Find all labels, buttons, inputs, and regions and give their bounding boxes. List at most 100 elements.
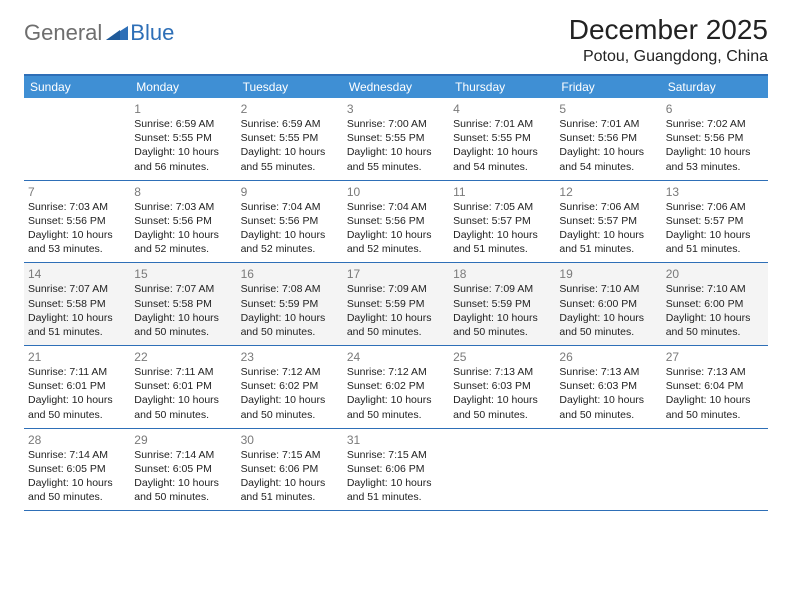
sunrise-line: Sunrise: 7:10 AM — [559, 282, 657, 296]
daylight-line: Daylight: 10 hours and 55 minutes. — [347, 145, 445, 173]
daylight-line: Daylight: 10 hours and 51 minutes. — [241, 476, 339, 504]
sunset-line: Sunset: 5:57 PM — [559, 214, 657, 228]
day-info: Sunrise: 7:13 AMSunset: 6:04 PMDaylight:… — [666, 364, 764, 422]
calendar-week-row: 21Sunrise: 7:11 AMSunset: 6:01 PMDayligh… — [24, 346, 768, 429]
sunrise-line: Sunrise: 7:10 AM — [666, 282, 764, 296]
sunset-line: Sunset: 6:01 PM — [28, 379, 126, 393]
day-number: 30 — [241, 431, 339, 447]
day-info: Sunrise: 7:13 AMSunset: 6:03 PMDaylight:… — [559, 364, 657, 422]
calendar-day-cell: 22Sunrise: 7:11 AMSunset: 6:01 PMDayligh… — [130, 346, 236, 428]
day-number: 17 — [347, 265, 445, 281]
sunset-line: Sunset: 6:03 PM — [559, 379, 657, 393]
calendar-day-cell: 9Sunrise: 7:04 AMSunset: 5:56 PMDaylight… — [237, 181, 343, 263]
day-of-week-row: SundayMondayTuesdayWednesdayThursdayFrid… — [24, 76, 768, 98]
day-number: 6 — [666, 100, 764, 116]
sunrise-line: Sunrise: 7:01 AM — [559, 117, 657, 131]
daylight-line: Daylight: 10 hours and 52 minutes. — [347, 228, 445, 256]
sunrise-line: Sunrise: 7:06 AM — [559, 200, 657, 214]
daylight-line: Daylight: 10 hours and 50 minutes. — [559, 393, 657, 421]
daylight-line: Daylight: 10 hours and 50 minutes. — [666, 393, 764, 421]
sunset-line: Sunset: 6:00 PM — [559, 297, 657, 311]
calendar-day-cell: 28Sunrise: 7:14 AMSunset: 6:05 PMDayligh… — [24, 429, 130, 511]
daylight-line: Daylight: 10 hours and 53 minutes. — [666, 145, 764, 173]
day-info: Sunrise: 7:11 AMSunset: 6:01 PMDaylight:… — [134, 364, 232, 422]
calendar-day-cell: 30Sunrise: 7:15 AMSunset: 6:06 PMDayligh… — [237, 429, 343, 511]
day-number: 13 — [666, 183, 764, 199]
calendar-day-cell: 1Sunrise: 6:59 AMSunset: 5:55 PMDaylight… — [130, 98, 236, 180]
day-info: Sunrise: 7:07 AMSunset: 5:58 PMDaylight:… — [134, 281, 232, 339]
calendar-day-cell: 23Sunrise: 7:12 AMSunset: 6:02 PMDayligh… — [237, 346, 343, 428]
sunrise-line: Sunrise: 7:06 AM — [666, 200, 764, 214]
title-block: December 2025 Potou, Guangdong, China — [569, 14, 768, 66]
day-info: Sunrise: 7:14 AMSunset: 6:05 PMDaylight:… — [28, 447, 126, 505]
sunset-line: Sunset: 5:55 PM — [453, 131, 551, 145]
calendar-day-cell: 7Sunrise: 7:03 AMSunset: 5:56 PMDaylight… — [24, 181, 130, 263]
day-info: Sunrise: 7:01 AMSunset: 5:55 PMDaylight:… — [453, 116, 551, 174]
daylight-line: Daylight: 10 hours and 50 minutes. — [453, 311, 551, 339]
sunset-line: Sunset: 5:57 PM — [666, 214, 764, 228]
sunrise-line: Sunrise: 7:15 AM — [241, 448, 339, 462]
day-number: 8 — [134, 183, 232, 199]
daylight-line: Daylight: 10 hours and 52 minutes. — [134, 228, 232, 256]
sunset-line: Sunset: 5:55 PM — [134, 131, 232, 145]
daylight-line: Daylight: 10 hours and 50 minutes. — [134, 311, 232, 339]
calendar-week-row: 7Sunrise: 7:03 AMSunset: 5:56 PMDaylight… — [24, 181, 768, 264]
day-of-week-header: Saturday — [662, 76, 768, 98]
day-info: Sunrise: 7:14 AMSunset: 6:05 PMDaylight:… — [134, 447, 232, 505]
day-number: 12 — [559, 183, 657, 199]
day-number: 9 — [241, 183, 339, 199]
daylight-line: Daylight: 10 hours and 50 minutes. — [241, 311, 339, 339]
day-info: Sunrise: 6:59 AMSunset: 5:55 PMDaylight:… — [134, 116, 232, 174]
sunset-line: Sunset: 5:57 PM — [453, 214, 551, 228]
sunrise-line: Sunrise: 7:04 AM — [347, 200, 445, 214]
day-number: 25 — [453, 348, 551, 364]
day-number: 28 — [28, 431, 126, 447]
calendar-day-cell: 25Sunrise: 7:13 AMSunset: 6:03 PMDayligh… — [449, 346, 555, 428]
day-info: Sunrise: 7:03 AMSunset: 5:56 PMDaylight:… — [134, 199, 232, 257]
day-number: 14 — [28, 265, 126, 281]
daylight-line: Daylight: 10 hours and 55 minutes. — [241, 145, 339, 173]
calendar-day-cell: 17Sunrise: 7:09 AMSunset: 5:59 PMDayligh… — [343, 263, 449, 345]
sunset-line: Sunset: 5:55 PM — [347, 131, 445, 145]
sunset-line: Sunset: 5:56 PM — [134, 214, 232, 228]
sunset-line: Sunset: 5:56 PM — [347, 214, 445, 228]
day-info: Sunrise: 7:01 AMSunset: 5:56 PMDaylight:… — [559, 116, 657, 174]
sunrise-line: Sunrise: 7:00 AM — [347, 117, 445, 131]
calendar-day-cell — [555, 429, 661, 511]
daylight-line: Daylight: 10 hours and 52 minutes. — [241, 228, 339, 256]
sunrise-line: Sunrise: 7:11 AM — [28, 365, 126, 379]
day-of-week-header: Tuesday — [237, 76, 343, 98]
sunset-line: Sunset: 5:58 PM — [134, 297, 232, 311]
calendar-day-cell: 26Sunrise: 7:13 AMSunset: 6:03 PMDayligh… — [555, 346, 661, 428]
calendar-day-cell: 21Sunrise: 7:11 AMSunset: 6:01 PMDayligh… — [24, 346, 130, 428]
location-label: Potou, Guangdong, China — [569, 48, 768, 66]
day-number: 31 — [347, 431, 445, 447]
day-info: Sunrise: 7:09 AMSunset: 5:59 PMDaylight:… — [347, 281, 445, 339]
sunset-line: Sunset: 5:56 PM — [241, 214, 339, 228]
daylight-line: Daylight: 10 hours and 50 minutes. — [28, 476, 126, 504]
calendar-day-cell — [24, 98, 130, 180]
sunset-line: Sunset: 6:04 PM — [666, 379, 764, 393]
day-info: Sunrise: 7:09 AMSunset: 5:59 PMDaylight:… — [453, 281, 551, 339]
day-info: Sunrise: 6:59 AMSunset: 5:55 PMDaylight:… — [241, 116, 339, 174]
day-info: Sunrise: 7:13 AMSunset: 6:03 PMDaylight:… — [453, 364, 551, 422]
sunrise-line: Sunrise: 7:09 AM — [453, 282, 551, 296]
day-info: Sunrise: 7:02 AMSunset: 5:56 PMDaylight:… — [666, 116, 764, 174]
calendar-day-cell: 5Sunrise: 7:01 AMSunset: 5:56 PMDaylight… — [555, 98, 661, 180]
day-of-week-header: Wednesday — [343, 76, 449, 98]
page-title: December 2025 — [569, 14, 768, 46]
daylight-line: Daylight: 10 hours and 51 minutes. — [28, 311, 126, 339]
day-info: Sunrise: 7:06 AMSunset: 5:57 PMDaylight:… — [559, 199, 657, 257]
calendar-day-cell: 29Sunrise: 7:14 AMSunset: 6:05 PMDayligh… — [130, 429, 236, 511]
day-number: 21 — [28, 348, 126, 364]
brand-part1: General — [24, 20, 102, 46]
day-number: 27 — [666, 348, 764, 364]
daylight-line: Daylight: 10 hours and 50 minutes. — [241, 393, 339, 421]
sunrise-line: Sunrise: 7:13 AM — [453, 365, 551, 379]
day-number: 18 — [453, 265, 551, 281]
sunrise-line: Sunrise: 6:59 AM — [134, 117, 232, 131]
day-number: 22 — [134, 348, 232, 364]
sunset-line: Sunset: 5:56 PM — [28, 214, 126, 228]
calendar-page: General Blue December 2025 Potou, Guangd… — [0, 0, 792, 511]
sunset-line: Sunset: 6:06 PM — [241, 462, 339, 476]
